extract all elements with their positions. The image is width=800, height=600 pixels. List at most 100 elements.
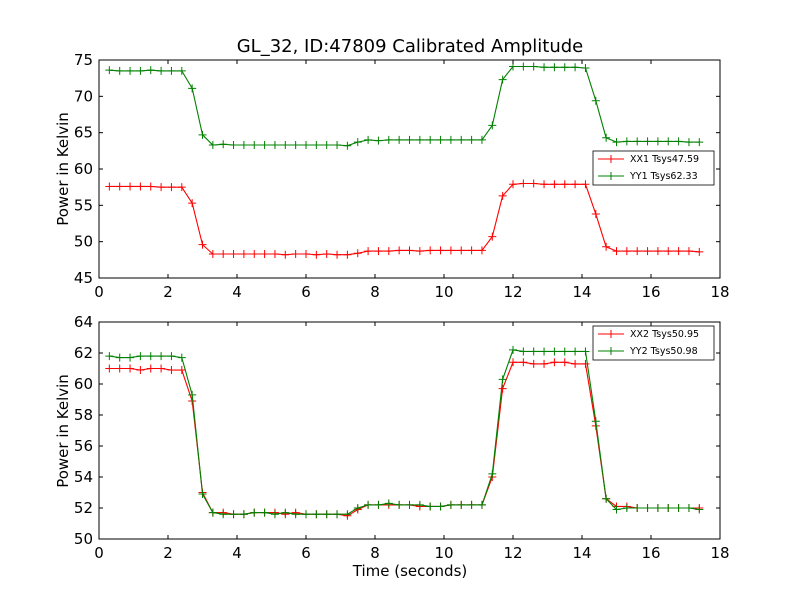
- data-point-yy1: [312, 141, 321, 150]
- data-point-xx1: [136, 182, 145, 191]
- data-point-xx1: [674, 247, 683, 256]
- data-point-xx1: [177, 183, 186, 192]
- data-point-xx2: [167, 366, 176, 375]
- data-point-yy1: [146, 66, 155, 75]
- series-line-yy2: [109, 349, 700, 515]
- data-point-yy1: [188, 84, 197, 93]
- legend-box: [592, 150, 715, 186]
- data-point-yy2: [602, 494, 611, 503]
- data-point-yy2: [270, 510, 279, 519]
- data-point-yy1: [467, 135, 476, 144]
- data-point-xx1: [643, 247, 652, 256]
- legend-box: [592, 325, 715, 361]
- y-tick-label: 75: [74, 51, 93, 69]
- data-point-xx1: [260, 250, 269, 259]
- data-point-xx1: [115, 182, 124, 191]
- data-point-yy2: [250, 508, 259, 517]
- y-tick-label: 58: [74, 406, 93, 424]
- data-point-xx1: [281, 250, 290, 259]
- data-point-yy1: [415, 135, 424, 144]
- x-tick-label: 14: [572, 283, 591, 301]
- data-point-yy1: [684, 138, 693, 147]
- data-point-xx1: [146, 182, 155, 191]
- data-point-yy1: [529, 62, 538, 71]
- legend-label-yy2: YY2 Tsys50.98: [629, 346, 698, 357]
- data-point-yy1: [302, 141, 310, 150]
- data-point-xx2: [115, 364, 124, 373]
- data-point-xx1: [105, 182, 114, 191]
- x-tick-label: 18: [710, 544, 729, 562]
- data-point-xx2: [529, 359, 538, 368]
- bottom-plot: 0 2 4 6 8 10 12 14 16 18 50 52 54 56 58 60 62 64 Power in…: [54, 313, 730, 580]
- data-point-yy1: [239, 141, 248, 150]
- data-point-yy1: [591, 96, 600, 105]
- data-point-yy1: [260, 141, 269, 150]
- data-point-yy1: [477, 135, 486, 144]
- data-point-xx2: [560, 358, 569, 367]
- data-point-yy2: [591, 417, 600, 426]
- data-point-yy2: [695, 505, 704, 514]
- data-point-yy1: [581, 63, 590, 72]
- data-point-yy2: [664, 504, 673, 512]
- series-yy1: [105, 62, 704, 150]
- data-point-xx1: [436, 246, 445, 255]
- data-point-xx1: [467, 246, 476, 255]
- data-point-xx2: [550, 358, 559, 367]
- data-point-yy2: [126, 353, 135, 362]
- data-point-yy2: [560, 347, 569, 356]
- data-point-xx2: [136, 366, 145, 375]
- bottom-plot-frame: [98, 321, 721, 540]
- data-point-yy2: [105, 352, 114, 361]
- x-tick-label: 8: [370, 544, 380, 562]
- data-point-yy1: [695, 138, 704, 147]
- data-point-yy2: [467, 500, 476, 509]
- data-point-yy1: [519, 62, 528, 71]
- data-point-yy1: [488, 121, 497, 130]
- data-point-yy1: [333, 141, 342, 150]
- bottom-plot-legend: XX2 Tsys50.95 YY2 Tsys50.98: [592, 325, 715, 361]
- data-point-yy1: [436, 135, 445, 144]
- data-point-yy1: [136, 66, 145, 75]
- x-tick-label: 8: [370, 283, 380, 301]
- data-point-xx1: [591, 210, 600, 219]
- data-point-yy2: [426, 502, 435, 511]
- data-point-yy1: [622, 137, 631, 146]
- data-point-xx1: [250, 250, 259, 259]
- data-point-yy2: [529, 347, 538, 356]
- data-point-yy1: [550, 63, 559, 72]
- data-point-yy1: [664, 137, 673, 146]
- data-point-xx1: [374, 247, 383, 256]
- data-point-xx2: [498, 384, 507, 393]
- data-point-yy1: [229, 141, 238, 150]
- data-point-yy2: [115, 353, 124, 362]
- legend-label-xx2: XX2 Tsys50.95: [630, 329, 699, 340]
- data-point-yy1: [612, 138, 621, 147]
- data-point-yy2: [633, 504, 642, 512]
- legend-label-yy1: YY1 Tsys62.33: [629, 171, 698, 182]
- data-point-xx1: [581, 180, 590, 189]
- data-point-yy2: [167, 352, 176, 361]
- data-point-xx2: [519, 358, 528, 367]
- x-tick-label: 2: [163, 283, 173, 301]
- data-point-yy2: [333, 510, 342, 519]
- x-tick-label: 6: [301, 544, 311, 562]
- data-point-yy2: [291, 510, 300, 519]
- data-point-xx1: [364, 247, 373, 256]
- y-tick-label: 50: [74, 233, 93, 251]
- data-point-xx2: [540, 359, 549, 368]
- data-point-yy1: [250, 141, 259, 150]
- data-point-yy2: [136, 352, 145, 361]
- data-point-xx1: [446, 246, 455, 255]
- x-tick-label: 10: [434, 283, 453, 301]
- data-point-xx1: [602, 242, 611, 251]
- data-point-yy1: [322, 141, 331, 150]
- data-point-yy1: [343, 141, 352, 150]
- y-tick-label: 52: [74, 499, 93, 517]
- x-tick-label: 16: [641, 283, 660, 301]
- legend-marker-yy1: [607, 172, 615, 180]
- bottom-plot-series: [105, 345, 704, 520]
- data-point-xx1: [571, 180, 580, 189]
- data-point-yy1: [353, 138, 362, 147]
- data-point-yy1: [395, 135, 404, 144]
- data-point-yy2: [384, 499, 393, 508]
